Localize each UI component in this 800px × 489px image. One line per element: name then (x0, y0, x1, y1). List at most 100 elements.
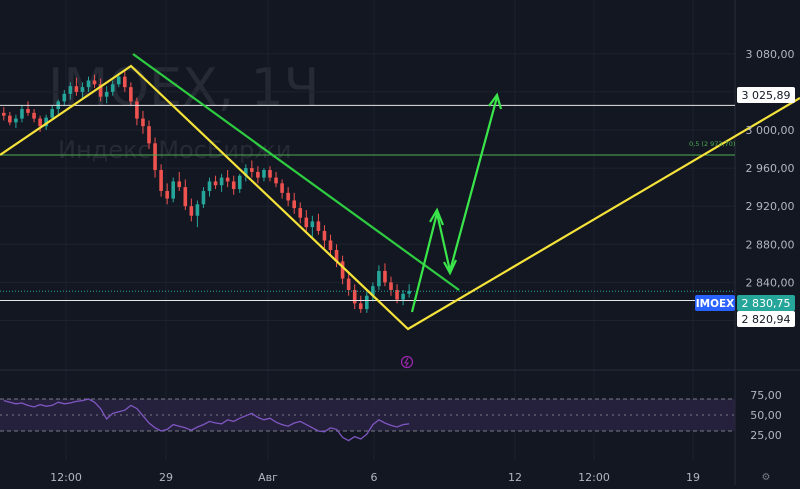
time-axis[interactable]: 12:00 29 Авг 6 12 12:00 19 (50, 471, 700, 484)
rsi-tick-label: 50,00 (750, 409, 782, 422)
fib-level-label: 0,5 (2 973,70) (689, 140, 735, 148)
candle-body (110, 84, 115, 92)
candle-body (225, 177, 230, 182)
support-price-badge: 2 820,94 (737, 311, 795, 327)
candle-body (298, 208, 303, 218)
resistance-price-badge: 3 025,89 (737, 87, 795, 103)
candle-body (135, 101, 139, 119)
candle-body (165, 190, 169, 199)
candle-body (20, 109, 24, 119)
candle-body (322, 230, 327, 241)
candle-body (383, 270, 387, 283)
horizontal-levels[interactable] (0, 104, 735, 302)
candle-body (280, 183, 284, 193)
candle-body (116, 76, 121, 85)
time-tick-label: 12:00 (578, 471, 610, 484)
support-price-label: 2 820,94 (742, 313, 791, 326)
candle-body (2, 112, 6, 116)
candle-body (14, 118, 18, 123)
candle-body (159, 170, 163, 191)
price-tick-label: 3 080,00 (746, 48, 795, 61)
candle-body (8, 115, 12, 123)
rsi-tick-label: 25,00 (750, 429, 782, 442)
candle-body (195, 204, 200, 216)
settings-gear-icon[interactable]: ⚙ (762, 472, 771, 483)
candle-body (401, 293, 405, 300)
time-tick-label: Авг (258, 471, 278, 484)
candle-body (389, 282, 393, 290)
candle-body (250, 168, 254, 172)
support-price-badge-box (737, 311, 795, 327)
candle-body (98, 84, 103, 97)
arrowhead-up-1 (429, 207, 445, 226)
candle-body (328, 240, 333, 250)
candle-body (352, 290, 357, 304)
candle-body (50, 109, 54, 118)
candlestick-series (2, 70, 411, 313)
candle-body (129, 87, 133, 102)
price-axis[interactable]: 3 080,003 040,003 000,002 960,002 920,00… (746, 48, 795, 328)
candle-body (201, 190, 206, 205)
lightning-event-icon[interactable] (400, 355, 414, 369)
candle-body (377, 270, 381, 287)
symbol-watermark: IMOEX, 1Ч (48, 58, 319, 118)
candle-body (365, 295, 369, 310)
arrowhead-up-2 (488, 92, 503, 110)
candle-body (104, 91, 109, 97)
candle-body (274, 177, 278, 184)
candle-body (395, 290, 399, 300)
yellow-trend-path[interactable] (0, 64, 800, 331)
drawing-tools[interactable] (0, 53, 800, 331)
candle-body (286, 192, 290, 201)
candle-body (256, 171, 260, 178)
price-tick-label: 2 840,00 (746, 276, 795, 289)
candle-body (231, 181, 236, 190)
candle-body (358, 303, 363, 310)
price-tick-label: 3 000,00 (746, 124, 795, 137)
ticker-badge: IMOEX (695, 295, 735, 311)
candle-body (141, 118, 145, 127)
time-tick-label: 6 (371, 471, 378, 484)
candle-body (80, 87, 85, 92)
candle-body (32, 112, 36, 119)
candle-body (123, 76, 127, 88)
price-tick-label: 2 880,00 (746, 238, 795, 251)
candle-body (68, 86, 73, 94)
candle-body (334, 250, 339, 262)
lightning-event-circle (400, 355, 414, 369)
candle-body (316, 221, 321, 231)
time-tick-label: 12:00 (50, 471, 82, 484)
arrowhead-down (443, 259, 457, 276)
candle-body (74, 86, 79, 92)
resistance-price-label: 3 025,89 (742, 89, 791, 102)
candle-body (92, 80, 97, 85)
symbol-watermark-subtitle: Индекс МосБиржи (58, 136, 291, 164)
candle-body (183, 187, 188, 207)
candle-body (177, 181, 182, 188)
lightning-event-bolt (404, 357, 410, 367)
price-tick-label: 2 920,00 (746, 200, 795, 213)
rsi-line (3, 398, 410, 442)
projection-arrow-path[interactable] (410, 96, 499, 313)
candle-body (219, 177, 224, 186)
candle-body (26, 109, 30, 113)
last-price-badge-box (737, 295, 795, 311)
resistance-price-badge-box (737, 87, 795, 103)
ticker-badge-box (695, 295, 735, 311)
candle-body (304, 217, 309, 228)
green-trendline[interactable] (132, 53, 460, 291)
candle-body (62, 93, 67, 102)
candle-body (171, 181, 175, 199)
candle-body (268, 170, 272, 178)
price-tick-label: 2 960,00 (746, 162, 795, 175)
rsi-pane: 75,00 50,00 25,00 (0, 389, 782, 442)
candle-body (147, 126, 151, 144)
candle-body (244, 168, 248, 176)
candle-body (237, 175, 242, 190)
candle-body (340, 261, 345, 279)
candle-body (407, 290, 411, 294)
time-tick-label: 12 (508, 471, 522, 484)
candle-body (310, 221, 315, 228)
time-tick-label: 29 (159, 471, 173, 484)
